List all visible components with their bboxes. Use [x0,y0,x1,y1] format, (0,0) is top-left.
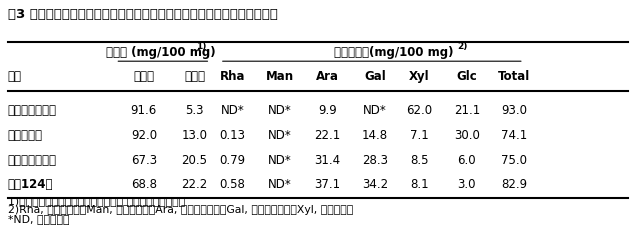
Text: 2)Rha, ラムノース；Man, マンノース；Ara, アラビノース；Gal, ガラクトース；Xyl, キシロース: 2)Rha, ラムノース；Man, マンノース；Ara, アラビノース；Gal,… [8,204,353,214]
Text: 0.13: 0.13 [219,128,245,141]
Text: 5.3: 5.3 [185,104,204,117]
Text: 20.5: 20.5 [181,153,207,166]
Text: ND*: ND* [221,104,244,117]
Text: 92.0: 92.0 [131,128,157,141]
Text: Xyl: Xyl [409,70,430,83]
Text: 9.9: 9.9 [318,104,337,117]
Text: 22.2: 22.2 [181,178,207,191]
Text: 6.0: 6.0 [457,153,476,166]
Text: ND*: ND* [268,153,292,166]
Text: 1)中性糖はグルコース換算；酸性糖は ガラクツロン酸換算: 1)中性糖はグルコース換算；酸性糖は ガラクツロン酸換算 [8,195,185,205]
Text: 0.79: 0.79 [219,153,245,166]
Text: ND*: ND* [268,128,292,141]
Text: 22.1: 22.1 [314,128,341,141]
Text: シロユタカ: シロユタカ [8,128,43,141]
Text: Glc: Glc [457,70,477,83]
Text: 91.6: 91.6 [131,104,157,117]
Text: ND*: ND* [268,178,292,191]
Text: Man: Man [266,70,294,83]
Text: 1): 1) [196,42,207,51]
Text: コガネセンガン: コガネセンガン [8,153,57,166]
Text: 74.1: 74.1 [501,128,527,141]
Text: ND*: ND* [268,104,292,117]
Text: 68.8: 68.8 [131,178,157,191]
Text: 30.0: 30.0 [454,128,480,141]
Text: 62.0: 62.0 [406,104,432,117]
Text: 67.3: 67.3 [131,153,157,166]
Text: 2): 2) [457,42,467,51]
Text: 31.4: 31.4 [314,153,340,166]
Text: 75.0: 75.0 [501,153,527,166]
Text: 中性糖組成(mg/100 mg): 中性糖組成(mg/100 mg) [335,45,453,58]
Text: *ND, 検出されず: *ND, 検出されず [8,213,69,223]
Text: 21.1: 21.1 [453,104,480,117]
Text: 九州124号: 九州124号 [8,178,53,191]
Text: 93.0: 93.0 [501,104,527,117]
Text: 13.0: 13.0 [181,128,207,141]
Text: 8.1: 8.1 [410,178,429,191]
Text: ND*: ND* [363,104,387,117]
Text: 82.9: 82.9 [501,178,527,191]
Text: 14.8: 14.8 [362,128,388,141]
Text: 酸性糖: 酸性糖 [184,70,205,83]
Text: 糖含量 (mg/100 mg): 糖含量 (mg/100 mg) [106,45,216,58]
Text: Total: Total [498,70,530,83]
Text: Rha: Rha [220,70,245,83]
Text: 28.3: 28.3 [362,153,388,166]
Text: 試料: 試料 [8,70,22,83]
Text: 8.5: 8.5 [410,153,429,166]
Text: 34.2: 34.2 [362,178,388,191]
Text: Ara: Ara [316,70,339,83]
Text: 7.1: 7.1 [410,128,429,141]
Text: 3.0: 3.0 [457,178,476,191]
Text: 0.58: 0.58 [219,178,245,191]
Text: 中性糖: 中性糖 [134,70,155,83]
Text: 表3 カンショ繊維及びクエン酸発酵粕の熱水抽出画分の糖含量及び糖組成: 表3 カンショ繊維及びクエン酸発酵粕の熱水抽出画分の糖含量及び糖組成 [8,8,277,21]
Text: クエン酸発酵粕: クエン酸発酵粕 [8,104,57,117]
Text: Gal: Gal [364,70,386,83]
Text: 37.1: 37.1 [314,178,340,191]
